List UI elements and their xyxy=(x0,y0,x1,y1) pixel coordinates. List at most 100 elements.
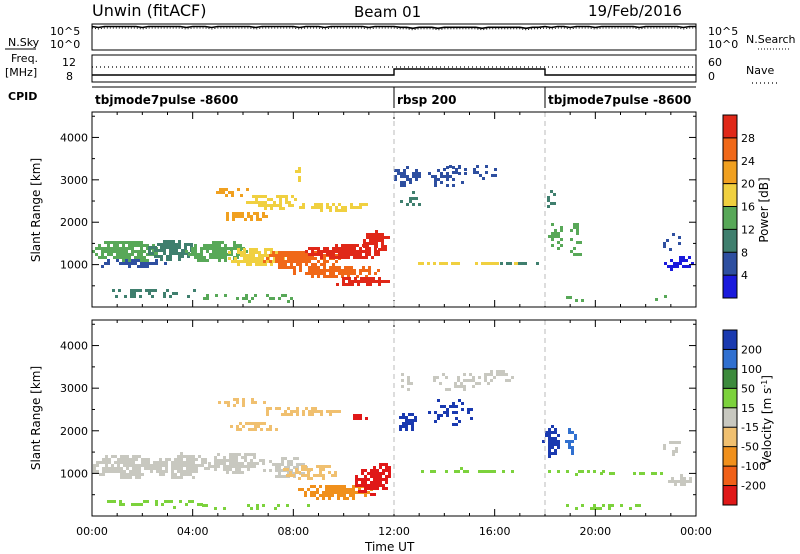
power-echo-pixel xyxy=(155,262,158,265)
velocity-echo-pixel xyxy=(183,464,186,467)
power-echo-pixel xyxy=(685,259,688,262)
velocity-echo-pixel xyxy=(180,476,183,479)
power-echo-pixel xyxy=(347,272,350,275)
velocity-colorbar-swatch xyxy=(723,485,737,506)
velocity-echo-pixel xyxy=(304,468,307,471)
velocity-echo-pixel xyxy=(370,481,373,484)
power-echo-pixel xyxy=(676,262,679,265)
power-echo-pixel xyxy=(332,266,335,269)
velocity-echo-pixel xyxy=(460,382,463,385)
power-echo-pixel xyxy=(246,257,249,260)
velocity-echo-pixel xyxy=(260,428,263,431)
noise-panel-frame xyxy=(91,23,697,51)
velocity-echo-pixel xyxy=(289,471,292,474)
power-echo-pixel xyxy=(481,262,484,265)
power-echo-pixel xyxy=(670,259,673,262)
power-echo-pixel xyxy=(353,269,356,272)
power-echo-pixel xyxy=(299,263,302,266)
power-echo-pixel xyxy=(320,263,323,266)
power-echo-pixel xyxy=(130,292,133,295)
power-echo-pixel xyxy=(284,294,287,297)
power-echo-pixel xyxy=(400,184,403,187)
power-echo-pixel xyxy=(418,203,421,206)
velocity-echo-pixel xyxy=(232,453,235,456)
velocity-colorbar-label: Velocity [m s-1] xyxy=(760,375,774,465)
velocity-echo-pixel xyxy=(122,503,125,506)
time-x-tick-labels: 00:00 04:00 08:00 12:00 16:00 20:00 00:00 xyxy=(76,525,712,538)
velocity-echo-pixel xyxy=(159,467,162,470)
velocity-echo-pixel xyxy=(322,497,325,500)
power-echo-pixel xyxy=(270,198,273,201)
velocity-echo-pixel xyxy=(307,477,310,480)
velocity-echo-pixel xyxy=(440,405,443,408)
power-echo-pixel xyxy=(172,246,175,249)
power-echo-pixel xyxy=(258,260,261,263)
velocity-echo-pixel xyxy=(171,470,174,473)
y-tick-label: 3000 xyxy=(60,174,88,187)
power-echo-pixel xyxy=(366,280,369,283)
velocity-echo-pixel xyxy=(230,425,233,428)
power-echo-pixel xyxy=(276,204,279,207)
velocity-echo-pixel xyxy=(319,471,322,474)
velocity-echo-pixel xyxy=(247,468,250,471)
velocity-echo-pixel xyxy=(298,477,301,480)
power-echo-pixel xyxy=(302,260,305,263)
velocity-echo-pixel xyxy=(454,382,457,385)
power-echo-pixel xyxy=(332,256,335,259)
power-echo-pixel xyxy=(240,251,243,254)
velocity-echo-pixel xyxy=(135,476,138,479)
velocity-echo-pixel xyxy=(302,472,305,475)
power-echo-pixel xyxy=(273,260,276,263)
power-echo-pixel xyxy=(212,253,215,256)
power-echo-pixel xyxy=(116,259,119,262)
power-echo-pixel xyxy=(341,275,344,278)
power-echo-pixel xyxy=(152,250,155,253)
velocity-echo-pixel xyxy=(328,485,331,488)
velocity-echo-pixel xyxy=(446,408,449,411)
y-tick-label: 3000 xyxy=(60,382,88,395)
velocity-echo-pixel xyxy=(235,456,238,459)
velocity-echo-pixel xyxy=(322,494,325,497)
power-echo-pixel xyxy=(378,239,381,242)
power-echo-pixel xyxy=(264,248,267,251)
power-echo-pixel xyxy=(137,265,140,268)
velocity-echo-pixel xyxy=(361,481,364,484)
velocity-echo-pixel xyxy=(385,463,388,466)
velocity-echo-pixel xyxy=(293,466,296,469)
power-echo-pixel xyxy=(266,257,269,260)
power-echo-pixel xyxy=(356,206,359,209)
power-echo-pixel xyxy=(299,206,302,209)
velocity-echo-pixel xyxy=(233,404,236,407)
power-echo-pixel xyxy=(679,259,682,262)
velocity-echo-pixel xyxy=(361,478,364,481)
velocity-echo-pixel xyxy=(373,466,376,469)
velocity-echo-pixel xyxy=(639,472,642,475)
velocity-echo-pixel xyxy=(461,408,464,411)
power-echo-pixel xyxy=(434,178,437,181)
velocity-echo-pixel xyxy=(434,420,437,423)
power-echo-pixel xyxy=(178,240,181,243)
power-echo-pixel xyxy=(485,165,488,168)
power-echo-pixel xyxy=(107,247,110,250)
power-echo-pixel xyxy=(131,253,134,256)
velocity-echo-pixel xyxy=(343,488,346,491)
power-echo-pixel xyxy=(314,272,317,275)
velocity-colorbar-swatch xyxy=(723,427,737,448)
power-echo-pixel xyxy=(332,247,335,250)
power-colorbar-label: 16 xyxy=(741,201,755,214)
power-echo-pixel xyxy=(685,265,688,268)
velocity-echo-pixel xyxy=(138,473,141,476)
power-echo-pixel xyxy=(125,262,128,265)
velocity-echo-pixel xyxy=(177,467,180,470)
power-echo-pixel xyxy=(347,269,350,272)
power-echo-pixel xyxy=(285,201,288,204)
velocity-echo-pixel xyxy=(119,503,122,506)
power-echo-pixel xyxy=(548,235,551,238)
velocity-echo-pixel xyxy=(117,464,120,467)
velocity-echo-pixel xyxy=(144,464,147,467)
velocity-echo-pixel xyxy=(455,411,458,414)
velocity-echo-pixel xyxy=(156,467,159,470)
velocity-echo-pixel xyxy=(120,455,123,458)
power-echo-pixel xyxy=(200,259,203,262)
power-echo-pixel xyxy=(335,209,338,212)
